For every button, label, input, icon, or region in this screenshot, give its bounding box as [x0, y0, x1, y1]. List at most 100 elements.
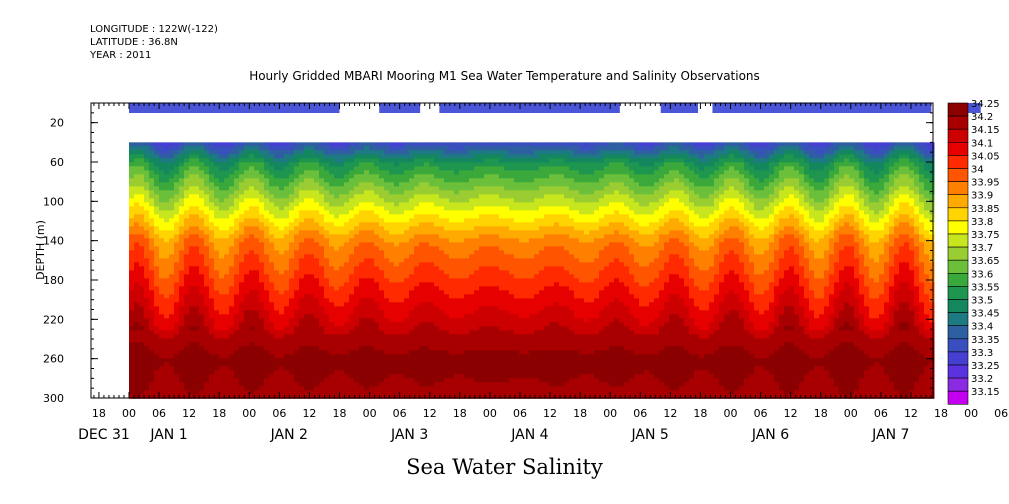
salinity-cell	[179, 382, 185, 387]
salinity-cell	[269, 230, 275, 235]
salinity-cell	[504, 306, 510, 311]
salinity-cell	[429, 390, 435, 395]
salinity-cell	[449, 162, 455, 167]
salinity-cell	[324, 174, 330, 179]
salinity-cell	[339, 326, 345, 331]
salinity-cell	[504, 146, 510, 151]
salinity-cell	[404, 274, 410, 279]
salinity-cell	[264, 354, 270, 359]
salinity-cell	[319, 334, 325, 339]
salinity-cell	[289, 378, 295, 383]
salinity-cell	[189, 290, 195, 295]
salinity-cell	[274, 206, 280, 211]
salinity-cell	[494, 178, 500, 183]
salinity-cell	[244, 162, 250, 167]
salinity-cell	[219, 170, 225, 175]
salinity-cell	[324, 298, 330, 303]
salinity-cell	[244, 302, 250, 307]
salinity-cell	[504, 226, 510, 231]
salinity-cell	[324, 234, 330, 239]
salinity-cell	[194, 194, 200, 199]
salinity-cell	[399, 342, 405, 347]
salinity-cell	[494, 182, 500, 187]
salinity-cell	[494, 222, 500, 227]
salinity-cell	[244, 358, 250, 363]
salinity-cell	[319, 270, 325, 275]
salinity-cell	[144, 270, 150, 275]
salinity-cell	[304, 242, 310, 247]
salinity-cell	[334, 174, 340, 179]
salinity-cell	[504, 318, 510, 323]
salinity-cell	[454, 282, 460, 287]
salinity-cell	[139, 182, 145, 187]
salinity-cell	[464, 298, 470, 303]
salinity-cell	[169, 314, 175, 319]
salinity-cell	[314, 230, 320, 235]
salinity-cell	[404, 158, 410, 163]
salinity-cell	[174, 206, 180, 211]
salinity-cell	[244, 150, 250, 155]
salinity-cell	[429, 370, 435, 375]
salinity-cell	[464, 162, 470, 167]
salinity-cell	[359, 250, 365, 255]
salinity-cell	[164, 394, 170, 399]
salinity-cell	[399, 142, 405, 147]
salinity-cell	[199, 170, 205, 175]
salinity-cell	[269, 298, 275, 303]
salinity-cell	[154, 146, 160, 151]
salinity-cell	[144, 210, 150, 215]
salinity-cell	[394, 322, 400, 327]
salinity-cell	[324, 182, 330, 187]
salinity-cell	[139, 230, 145, 235]
salinity-cell	[414, 338, 420, 343]
salinity-cell	[139, 214, 145, 219]
salinity-cell	[164, 286, 170, 291]
salinity-cell	[359, 330, 365, 335]
salinity-cell	[439, 174, 445, 179]
salinity-cell	[409, 362, 415, 367]
salinity-cell	[269, 338, 275, 343]
salinity-cell	[264, 158, 270, 163]
salinity-cell	[379, 286, 385, 291]
salinity-cell	[179, 226, 185, 231]
salinity-cell	[139, 238, 145, 243]
salinity-cell	[174, 374, 180, 379]
salinity-cell	[504, 270, 510, 275]
salinity-cell	[419, 194, 425, 199]
salinity-cell	[179, 330, 185, 335]
salinity-cell	[314, 190, 320, 195]
salinity-cell	[449, 202, 455, 207]
salinity-cell	[224, 246, 230, 251]
salinity-cell	[209, 222, 215, 227]
salinity-cell	[364, 222, 370, 227]
salinity-cell	[509, 282, 515, 287]
salinity-cell	[249, 186, 255, 191]
salinity-cell	[139, 146, 145, 151]
salinity-cell	[309, 338, 315, 343]
salinity-cell	[424, 174, 430, 179]
salinity-cell	[289, 362, 295, 367]
salinity-cell	[239, 174, 245, 179]
salinity-cell	[409, 374, 415, 379]
salinity-cell	[499, 190, 505, 195]
salinity-cell	[459, 238, 465, 243]
salinity-cell	[234, 170, 240, 175]
salinity-cell	[394, 206, 400, 211]
salinity-cell	[399, 346, 405, 351]
salinity-cell	[189, 242, 195, 247]
salinity-cell	[374, 318, 380, 323]
salinity-cell	[214, 338, 220, 343]
salinity-cell	[394, 142, 400, 147]
salinity-cell	[334, 198, 340, 203]
salinity-cell	[164, 294, 170, 299]
salinity-cell	[344, 334, 350, 339]
salinity-cell	[154, 226, 160, 231]
salinity-cell	[264, 362, 270, 367]
salinity-cell	[359, 350, 365, 355]
salinity-cell	[329, 146, 335, 151]
salinity-cell	[199, 142, 205, 147]
salinity-cell	[209, 250, 215, 255]
salinity-cell	[214, 174, 220, 179]
salinity-cell	[319, 338, 325, 343]
salinity-cell	[179, 298, 185, 303]
